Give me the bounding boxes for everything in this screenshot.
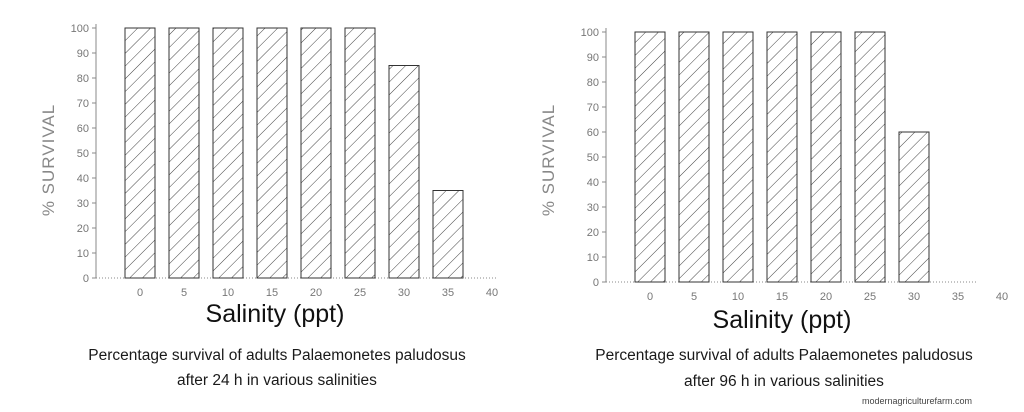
bar [388,65,420,279]
bar [766,31,798,283]
x-tick-label: 10 [222,287,234,299]
y-tick-label: 10 [587,252,599,264]
x-tick-label: 0 [137,287,143,299]
y-tick-label: 60 [587,127,599,139]
y-tick-label: 80 [587,77,599,89]
x-tick-label: 25 [864,291,876,303]
x-axis-label: Salinity (ppt) [206,300,345,328]
x-tick-label: 10 [732,291,744,303]
x-tick-label: 5 [181,287,187,299]
caption-line-2: after 96 h in various salinities [684,373,884,390]
y-tick-label: 40 [77,173,89,185]
bar [854,31,886,283]
x-tick-label: 40 [486,287,498,299]
y-axis-label: % SURVIVAL [39,104,58,216]
y-tick-label: 90 [587,52,599,64]
y-tick-label: 20 [587,227,599,239]
y-tick-label: 70 [77,98,89,110]
y-tick-label: 30 [77,198,89,210]
bar [432,190,464,279]
caption-line-1: Percentage survival of adults Palaemonet… [595,347,973,364]
chart-24h: 0 10 20 30 40 50 60 70 80 90 100 0 5 10 15 20 25 30 35 40 % … [39,23,498,389]
bar [212,27,244,279]
x-tick-label: 35 [952,291,964,303]
bar [124,27,156,279]
y-tick-label: 40 [587,177,599,189]
y-tick-label: 0 [593,277,599,289]
bar [810,31,842,283]
y-axis-label: % SURVIVAL [539,104,558,216]
bar [344,27,376,279]
bar [300,27,332,279]
x-tick-label: 15 [266,287,278,299]
y-tick-label: 0 [83,273,89,285]
x-tick-label: 25 [354,287,366,299]
y-tick-label: 90 [77,48,89,60]
bar [898,131,930,283]
y-tick-label: 50 [77,148,89,160]
x-tick-label: 5 [691,291,697,303]
y-tick-label: 30 [587,202,599,214]
x-tick-label: 35 [442,287,454,299]
watermark: modernagriculturefarm.com [861,396,972,406]
x-tick-label: 0 [647,291,653,303]
bar [168,27,200,279]
x-tick-label: 20 [310,287,322,299]
x-axis-label: Salinity (ppt) [713,306,852,334]
y-tick-label: 20 [77,223,89,235]
bar [722,31,754,283]
y-tick-label: 100 [71,23,89,35]
bar [678,31,710,283]
bar [256,27,288,279]
x-tick-label: 15 [776,291,788,303]
y-tick-label: 70 [587,102,599,114]
x-tick-label: 40 [996,291,1008,303]
y-tick-label: 60 [77,123,89,135]
x-tick-label: 20 [820,291,832,303]
caption-line-1: Percentage survival of adults Palaemonet… [88,347,466,364]
y-tick-label: 100 [581,27,599,39]
chart-96h: 0 10 20 30 40 50 60 70 80 90 100 0 5 10 15 20 25 30 35 40 % … [539,27,1008,390]
x-tick-label: 30 [908,291,920,303]
y-tick-label: 50 [587,152,599,164]
caption-line-2: after 24 h in various salinities [177,372,377,389]
y-tick-label: 80 [77,73,89,85]
x-tick-label: 30 [398,287,410,299]
bar [634,31,666,283]
y-tick-label: 10 [77,248,89,260]
